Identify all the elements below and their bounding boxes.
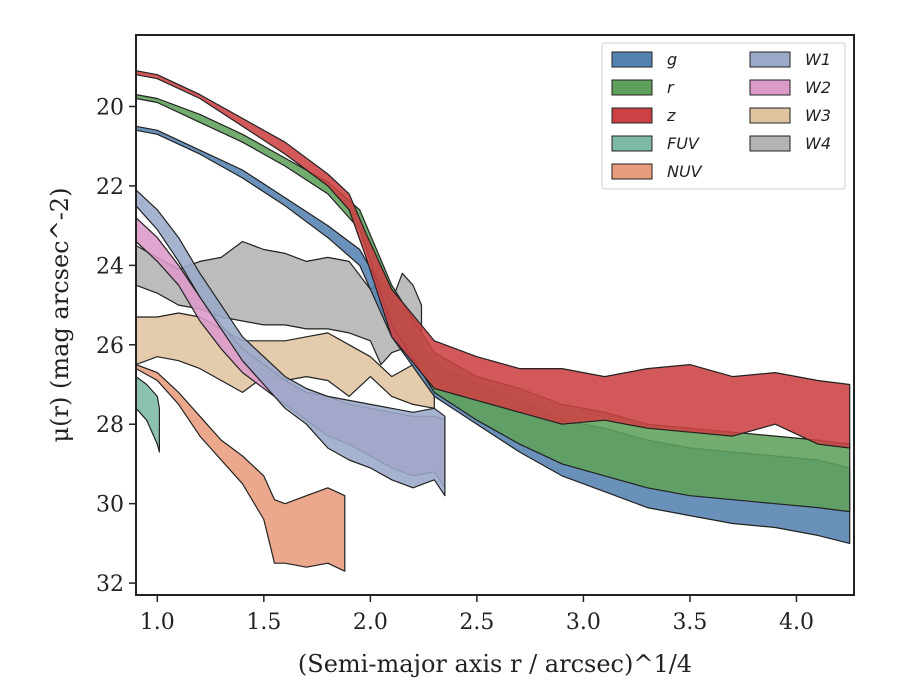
x-tick-label: 2.5 — [459, 610, 494, 635]
x-tick-label: 1.0 — [140, 610, 175, 635]
legend-label-r: r — [667, 78, 675, 97]
plot-frame — [135, 34, 855, 596]
legend-label-w3: W3 — [805, 106, 831, 125]
legend-swatch-w1 — [749, 51, 791, 68]
y-tick-label: 24 — [96, 254, 124, 279]
legend-label-z: z — [666, 106, 676, 125]
band-nuv — [136, 364, 346, 572]
x-tick-label: 1.5 — [246, 610, 281, 635]
y-tick-label: 32 — [96, 572, 124, 597]
band-z — [136, 70, 851, 449]
legend-swatch-z — [611, 107, 653, 124]
y-axis-label: μ(r) (mag arcsec^-2) — [46, 188, 74, 443]
band-fuv — [136, 376, 160, 453]
legend-swatch-w4 — [749, 135, 791, 152]
legend-label-w4: W4 — [805, 134, 831, 153]
legend-swatch-w2 — [749, 79, 791, 96]
band-r — [136, 94, 851, 513]
legend-label-fuv: FUV — [667, 134, 700, 153]
band-w1 — [136, 189, 446, 497]
x-tick-label: 3.0 — [566, 610, 601, 635]
band-areas — [136, 70, 851, 572]
legend-swatch-fuv — [611, 135, 653, 152]
legend-label-g: g — [667, 50, 677, 69]
legend-swatch-w3 — [749, 107, 791, 124]
y-tick-label: 30 — [96, 493, 124, 518]
y-tick-label: 28 — [96, 413, 124, 438]
y-axis: 20 22 24 26 28 30 32 — [96, 95, 136, 597]
legend-swatch-r — [611, 79, 653, 96]
legend-label-nuv: NUV — [667, 162, 703, 181]
y-tick-label: 22 — [96, 175, 124, 200]
x-tick-label: 3.5 — [672, 610, 707, 635]
y-tick-label: 20 — [96, 95, 124, 120]
x-axis: 1.0 1.5 2.0 2.5 3.0 3.5 4.0 — [140, 595, 814, 635]
x-axis-label: (Semi-major axis r / arcsec)^1/4 — [298, 650, 692, 678]
legend-swatch-nuv — [611, 163, 653, 180]
x-tick-label: 2.0 — [353, 610, 388, 635]
x-tick-label: 4.0 — [779, 610, 814, 635]
legend-label-w1: W1 — [805, 50, 831, 69]
legend-label-w2: W2 — [805, 78, 831, 97]
y-tick-label: 26 — [96, 334, 124, 359]
legend: grz FUV NUV W1 W2 W3 W4 — [601, 42, 846, 190]
legend-swatch-g — [611, 51, 653, 68]
